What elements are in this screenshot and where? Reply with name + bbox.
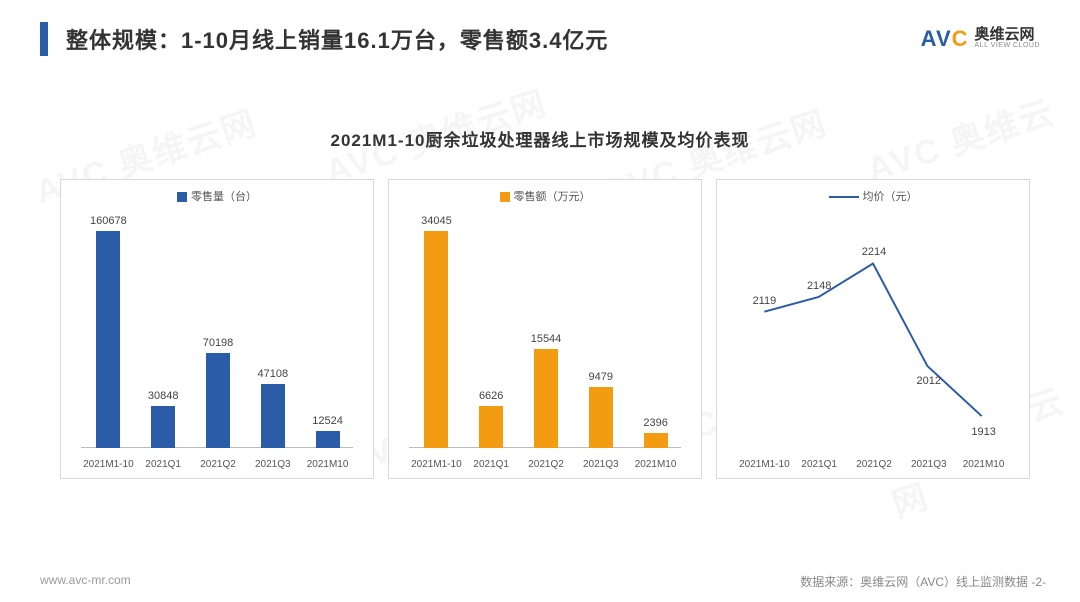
chart-volume: 零售量（台） 160678 30848 70198 47108 12524 2021M1… bbox=[60, 179, 374, 479]
bar bbox=[479, 406, 503, 448]
x-axis-label: 2021M1-10 bbox=[78, 459, 138, 470]
logo-avc: AVC bbox=[921, 26, 969, 52]
bar-value-label: 160678 bbox=[78, 215, 138, 227]
logo: AVC 奥维云网 ALL VIEW CLOUD bbox=[921, 26, 1040, 52]
bar-value-label: 70198 bbox=[188, 337, 248, 349]
bar-value-label: 9479 bbox=[571, 371, 631, 383]
bar-value-label: 6626 bbox=[461, 390, 521, 402]
chart-avgprice: 均价（元） 21192148221420121913 2021M1-102021… bbox=[716, 179, 1030, 479]
bar-value-label: 47108 bbox=[243, 368, 303, 380]
legend-line-blue bbox=[829, 196, 859, 198]
x-axis-label: 2021M1-10 bbox=[406, 459, 466, 470]
bar bbox=[644, 433, 668, 448]
title-accent-bar bbox=[40, 22, 48, 56]
bar bbox=[206, 353, 230, 448]
x-axis-label: 2021Q1 bbox=[461, 459, 521, 470]
footer: www.avc-mr.com 数据来源：奥维云网（AVC）线上监测数据 -2- bbox=[0, 573, 1080, 590]
header: 整体规模：1-10月线上销量16.1万台，零售额3.4亿元 AVC 奥维云网 A… bbox=[0, 0, 1080, 56]
x-axis-label: 2021M10 bbox=[298, 459, 358, 470]
legend-swatch-orange bbox=[500, 192, 510, 202]
bar-value-label: 15544 bbox=[516, 333, 576, 345]
bar bbox=[96, 231, 120, 448]
legend-label: 均价（元） bbox=[863, 191, 918, 203]
line-value-label: 2214 bbox=[852, 246, 896, 258]
charts-row: 零售量（台） 160678 30848 70198 47108 12524 2021M1… bbox=[0, 151, 1080, 479]
line-value-label: 2119 bbox=[742, 295, 786, 307]
bar-value-label: 34045 bbox=[406, 215, 466, 227]
page-title: 整体规模：1-10月线上销量16.1万台，零售额3.4亿元 bbox=[66, 23, 608, 55]
footer-url: www.avc-mr.com bbox=[40, 573, 131, 590]
legend-label: 零售量（台） bbox=[191, 191, 257, 203]
chart-revenue-legend: 零售额（万元） bbox=[389, 188, 701, 204]
line-value-label: 2148 bbox=[797, 280, 841, 292]
legend-swatch-blue bbox=[177, 192, 187, 202]
chart-revenue: 零售额（万元） 34045 6626 15544 9479 2396 2021M1-10… bbox=[388, 179, 702, 479]
x-axis-label: 2021Q2 bbox=[516, 459, 576, 470]
charts-title: 2021M1-10厨余垃圾处理器线上市场规模及均价表现 bbox=[0, 126, 1080, 151]
chart-avgprice-legend: 均价（元） bbox=[717, 188, 1029, 204]
chart-revenue-plot: 3404566261554494792396 bbox=[409, 220, 681, 448]
x-axis-label: 2021Q1 bbox=[133, 459, 193, 470]
bar bbox=[151, 406, 175, 448]
line-value-label: 2012 bbox=[907, 375, 951, 387]
bar bbox=[424, 231, 448, 449]
legend-label: 零售额（万元） bbox=[514, 191, 591, 203]
footer-source: 数据来源：奥维云网（AVC）线上监测数据 -2- bbox=[800, 573, 1046, 590]
bar-value-label: 12524 bbox=[298, 415, 358, 427]
x-axis-label: 2021Q2 bbox=[188, 459, 248, 470]
bar bbox=[589, 387, 613, 448]
bar bbox=[316, 431, 340, 448]
title-block: 整体规模：1-10月线上销量16.1万台，零售额3.4亿元 bbox=[40, 22, 608, 56]
x-axis-label: 2021Q3 bbox=[899, 459, 959, 470]
chart-volume-legend: 零售量（台） bbox=[61, 188, 373, 204]
bar bbox=[261, 384, 285, 448]
x-axis-label: 2021M10 bbox=[626, 459, 686, 470]
chart-avgprice-plot: 2119 2148 2214 2012 1913 bbox=[737, 220, 1009, 448]
logo-en: ALL VIEW CLOUD bbox=[975, 42, 1040, 49]
bar-value-label: 2396 bbox=[626, 417, 686, 429]
x-axis-label: 2021Q3 bbox=[571, 459, 631, 470]
x-axis-label: 2021M10 bbox=[954, 459, 1014, 470]
x-axis-label: 2021Q1 bbox=[789, 459, 849, 470]
x-axis-label: 2021M1-10 bbox=[734, 459, 794, 470]
logo-cn: 奥维云网 bbox=[975, 27, 1040, 42]
bar bbox=[534, 349, 558, 448]
chart-volume-plot: 16067830848701984710812524 bbox=[81, 220, 353, 448]
line-value-label: 1913 bbox=[962, 426, 1006, 438]
x-axis-label: 2021Q2 bbox=[844, 459, 904, 470]
x-axis-label: 2021Q3 bbox=[243, 459, 303, 470]
bar-value-label: 30848 bbox=[133, 390, 193, 402]
